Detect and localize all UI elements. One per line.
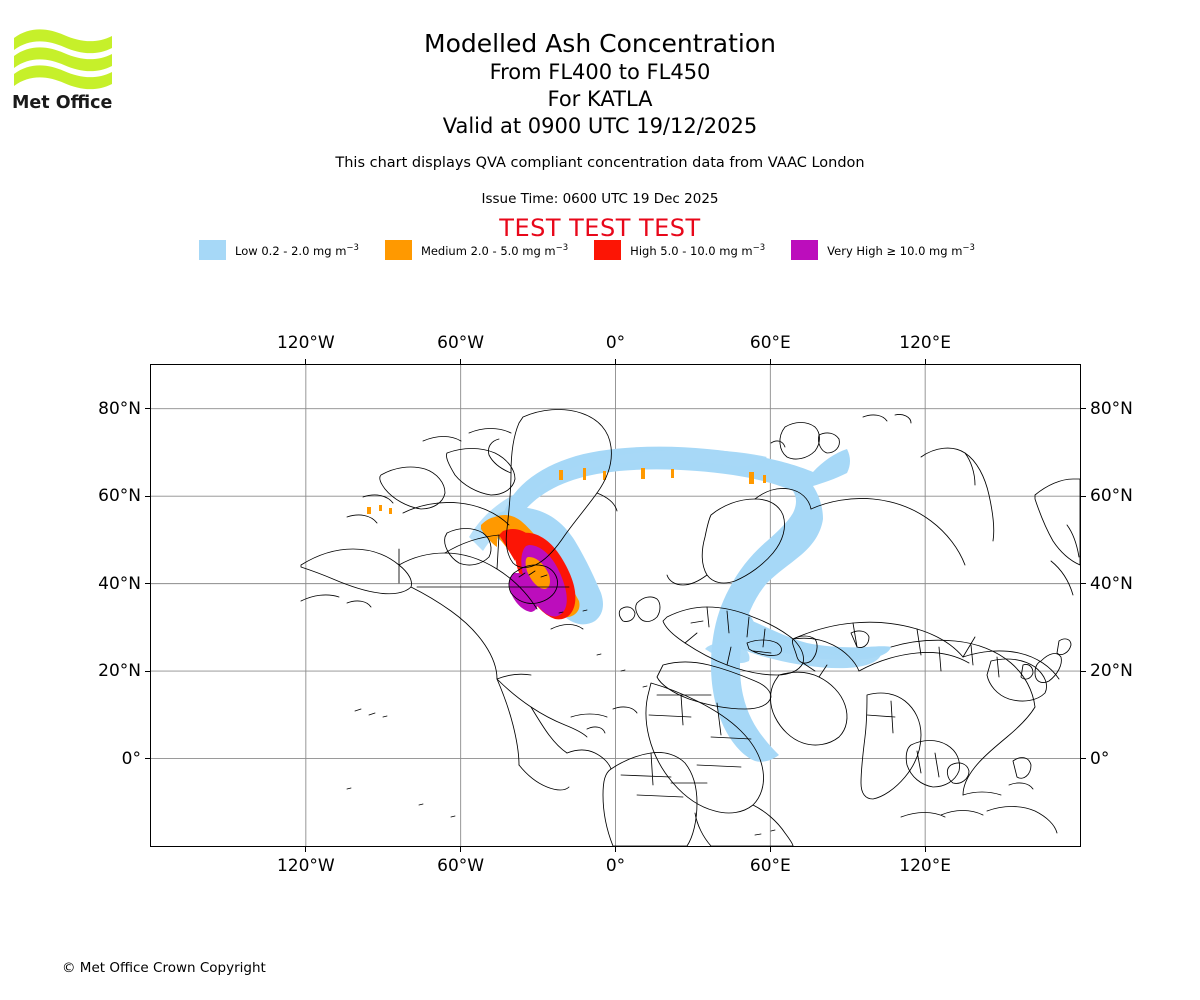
legend-item-low: Low 0.2 - 2.0 mg m−3 (199, 240, 385, 260)
y-tick-right-4 (1081, 758, 1086, 760)
plume-very-high-lobe (509, 573, 538, 612)
y-axis-label-left-0: 80°N (98, 398, 141, 419)
x-axis-label-bottom-3: 60°E (749, 856, 791, 876)
legend-item-medium: Medium 2.0 - 5.0 mg m−3 (384, 240, 594, 260)
x-axis-label-bottom-4: 120°E (899, 856, 952, 876)
title-volcano: For KATLA (547, 87, 653, 111)
y-axis-label-right-3: 20°N (1090, 661, 1133, 682)
y-axis-label-left-1: 60°N (98, 486, 141, 507)
y-axis-label-right-1: 60°N (1090, 486, 1133, 507)
y-axis-label-left-4: 0° (121, 748, 141, 769)
met-office-wordmark: Met Office (12, 93, 113, 112)
page-title: Modelled Ash Concentration (424, 29, 776, 58)
legend-swatch-very-high (791, 240, 819, 260)
copyright-text: © Met Office Crown Copyright (62, 960, 266, 976)
plume-high-tail (499, 529, 531, 561)
y-axis-label-left-3: 20°N (98, 661, 141, 682)
map-panel (150, 364, 1081, 847)
x-tick-top-2 (615, 359, 616, 364)
issue-time: Issue Time: 0600 UTC 19 Dec 2025 (481, 191, 719, 207)
x-tick-top-1 (460, 359, 462, 364)
title-block: Modelled Ash Concentration From FL400 to… (0, 28, 1200, 140)
x-axis-label-top-0: 120°W (276, 333, 335, 353)
map-gridlines (151, 365, 1080, 846)
legend-swatch-medium (384, 240, 412, 260)
x-axis-label-bottom-1: 60°W (437, 856, 485, 876)
legend-label-very-high: Very High ≥ 10.0 mg m−3 (827, 242, 975, 258)
y-tick-right-0 (1081, 408, 1086, 410)
x-tick-bottom-4 (924, 847, 926, 852)
test-banner: TEST TEST TEST (499, 214, 701, 242)
x-axis-label-top-4: 120°E (899, 333, 952, 353)
x-tick-top-3 (769, 359, 771, 364)
plume-low-caspian-tail (717, 618, 891, 660)
y-tick-left-2 (145, 583, 150, 585)
title-flight-levels: From FL400 to FL450 (489, 60, 711, 84)
x-axis-label-bottom-0: 120°W (276, 856, 335, 876)
y-axis-label-right-0: 80°N (1090, 398, 1133, 419)
y-tick-left-3 (145, 670, 150, 672)
x-tick-bottom-3 (769, 847, 771, 852)
plume-low-arc (503, 446, 850, 762)
x-tick-bottom-0 (305, 847, 307, 852)
plume-low-caspian-north-lobe (729, 601, 757, 632)
plume-medium-upper (481, 517, 503, 547)
x-axis-label-top-1: 60°W (437, 333, 485, 353)
legend-label-medium: Medium 2.0 - 5.0 mg m−3 (420, 242, 569, 258)
x-tick-top-4 (924, 359, 926, 364)
title-valid-time: Valid at 0900 UTC 19/12/2025 (442, 114, 758, 138)
y-axis-label-right-4: 0° (1090, 748, 1110, 769)
legend-label-high: High 5.0 - 10.0 mg m−3 (630, 242, 766, 258)
x-axis-label-bottom-2: 0° (605, 856, 626, 876)
y-tick-right-3 (1081, 670, 1086, 672)
chart-note: This chart displays QVA compliant concen… (335, 155, 865, 171)
x-tick-top-0 (305, 359, 307, 364)
y-axis-label-right-2: 40°N (1090, 573, 1133, 594)
legend-item-very-high: Very High ≥ 10.0 mg m−3 (791, 240, 1001, 260)
world-map (151, 365, 1080, 846)
y-axis-label-left-2: 40°N (98, 573, 141, 594)
y-tick-left-1 (145, 495, 150, 497)
ash-plume (367, 446, 891, 762)
map-frame (150, 364, 1081, 847)
concentration-legend: Low 0.2 - 2.0 mg m−3 Medium 2.0 - 5.0 mg… (0, 240, 1200, 260)
plume-low-north-fringe (531, 449, 767, 497)
legend-swatch-high (594, 240, 622, 260)
coastlines (300, 409, 1080, 846)
legend-swatch-low (199, 240, 227, 260)
plume-medium-specks (367, 468, 766, 514)
x-axis-label-top-2: 0° (605, 333, 626, 353)
y-tick-right-2 (1081, 583, 1086, 585)
x-axis-label-top-3: 60°E (749, 333, 791, 353)
y-tick-left-4 (145, 758, 150, 760)
legend-label-low: Low 0.2 - 2.0 mg m−3 (235, 242, 359, 258)
legend-item-high: High 5.0 - 10.0 mg m−3 (594, 240, 791, 260)
x-tick-bottom-2 (615, 847, 616, 852)
y-tick-right-1 (1081, 495, 1086, 497)
x-tick-bottom-1 (460, 847, 462, 852)
plume-low-europe-lobe (705, 642, 750, 664)
y-tick-left-0 (145, 408, 150, 410)
met-office-logo: Met Office (12, 22, 120, 112)
